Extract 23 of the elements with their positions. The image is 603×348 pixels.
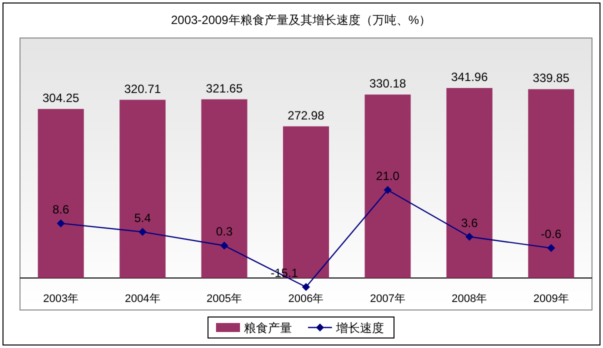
data-label: 272.98 (288, 108, 325, 122)
x-tick-label: 2003年 (43, 293, 79, 305)
data-label: 330.18 (369, 76, 406, 91)
data-label: 3.6 (461, 216, 478, 230)
title: 2003-2009年粮食产量及其增长速度（万吨、%） (170, 13, 432, 27)
data-label: -0.6 (540, 227, 562, 242)
data-label: 21.0 (376, 169, 400, 183)
x-tick-label: 2006年 (288, 293, 324, 305)
data-label: 0.3 (216, 224, 233, 239)
data-label: 8.6 (52, 202, 70, 216)
x-tick-label: 2007年 (370, 293, 406, 305)
data-label: 320.71 (124, 82, 162, 96)
x-tick-label: 2009年 (533, 293, 569, 305)
legend-label: 粮食产量 (244, 321, 292, 335)
x-tick-label: 2008年 (452, 293, 488, 305)
data-label: 341.96 (451, 70, 488, 84)
data-label: 339.85 (532, 71, 570, 86)
data-label: 321.65 (206, 81, 243, 96)
x-tick-label: 2004年 (124, 293, 160, 305)
x-tick-label: 2005年 (206, 293, 242, 305)
data-label: 304.25 (42, 90, 80, 105)
legend-label: 增长速度 (335, 321, 384, 335)
data-label: 5.4 (134, 210, 152, 225)
